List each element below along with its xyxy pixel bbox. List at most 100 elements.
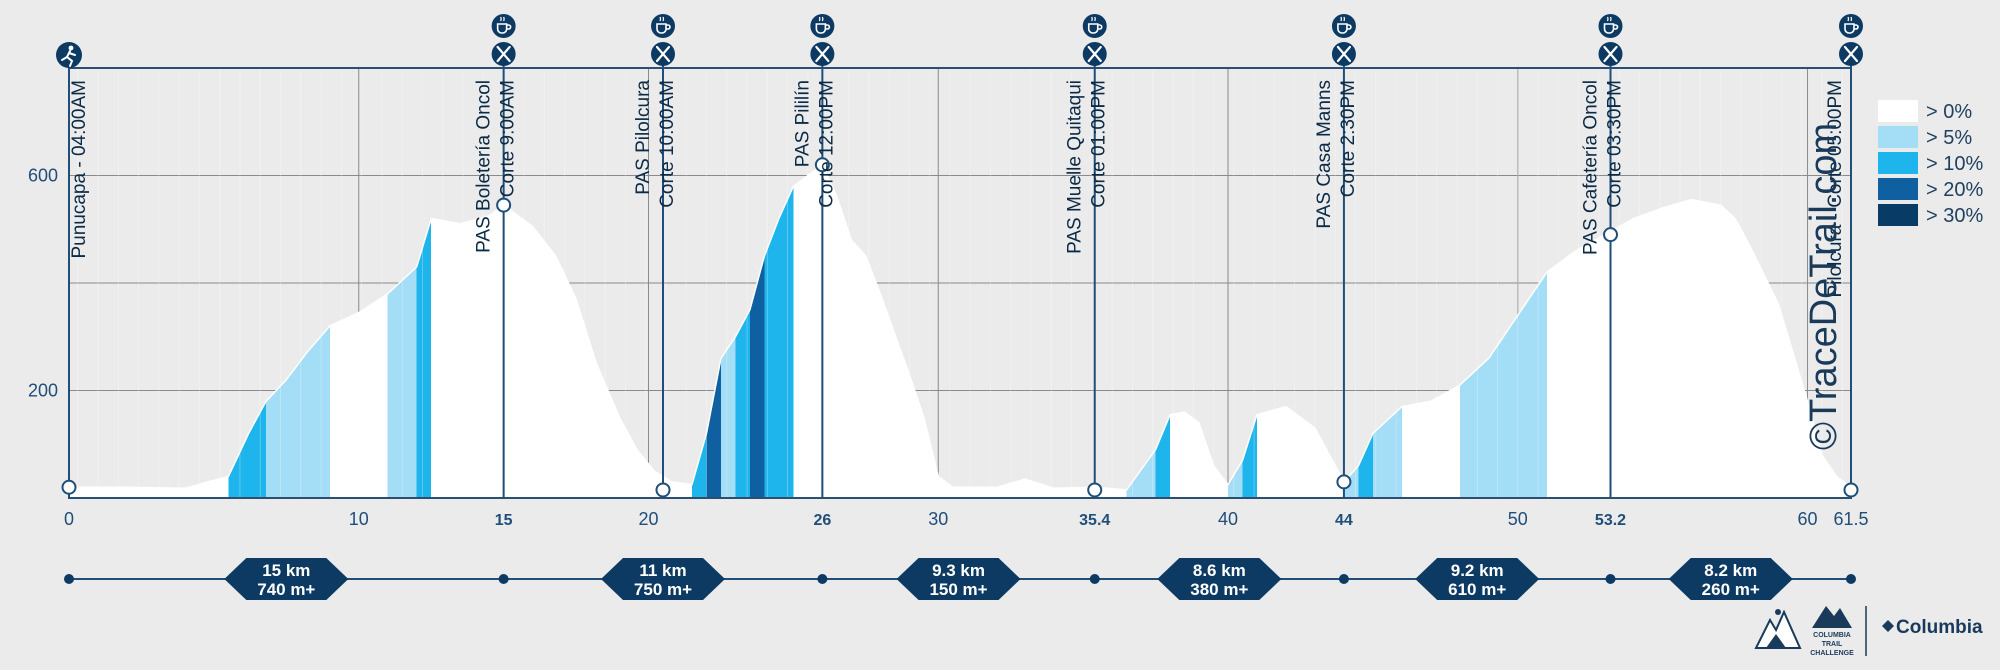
coffee-icon <box>1082 14 1107 38</box>
food-icon <box>1331 42 1356 66</box>
segment-node <box>817 574 828 584</box>
x-tick-label: 26 <box>813 512 831 529</box>
legend-label: > 20% <box>1926 179 1983 201</box>
checkpoint-cutoff-label: Corte 9:00AM <box>498 80 519 197</box>
checkpoint-cutoff-label: Corte 03:30PM <box>1605 80 1626 208</box>
x-tick-label: 15 <box>495 512 513 529</box>
segment-distance: 9.2 km <box>1451 561 1504 580</box>
sponsor-logos: COLUMBIA TRAIL CHALLENGE Columbia <box>1754 606 1983 657</box>
segment-badge-shape <box>896 558 1021 600</box>
x-tick-label: 61.5 <box>1833 509 1868 529</box>
utensils-shape <box>655 45 671 63</box>
coffee-icon <box>651 14 675 38</box>
checkpoint-marker <box>1843 482 1859 498</box>
utensils-shape <box>1087 45 1102 63</box>
checkpoint-marker <box>1336 474 1352 490</box>
checkpoint-label: PAS Muelle Quitaqui <box>1065 80 1086 254</box>
steam-shape <box>1091 16 1096 22</box>
checkpoint-label: PAS Boletería Oncol <box>474 80 495 253</box>
cup-shape <box>1844 23 1859 34</box>
checkpoint-label: PAS Pililín <box>792 80 813 167</box>
segment-node <box>1846 574 1856 584</box>
icon-bg <box>810 14 835 38</box>
icon-bg <box>1839 14 1863 38</box>
legend-label: > 30% <box>1926 205 1983 227</box>
food-icon <box>1598 42 1623 66</box>
checkpoint-cutoff-label: Corte 2:30PM <box>1338 80 1359 197</box>
segment-badge-shape <box>224 558 349 600</box>
food-icon <box>1839 42 1863 66</box>
checkpoint-labels: Punucapa - 04:00AM PAS Boletería Oncol Cor… <box>69 80 1846 298</box>
y-axis-ticks: 200 600 <box>28 166 58 401</box>
segment-badge-shape <box>1668 558 1793 600</box>
segment-gain: 750 m+ <box>634 580 692 599</box>
peaks-logo-icon <box>1812 606 1852 628</box>
checkpoint-marker <box>655 482 671 498</box>
y-tick-label: 200 <box>28 381 58 401</box>
segment-distance: 9.3 km <box>932 561 985 580</box>
segment-badge-shape <box>1415 558 1540 600</box>
checkpoint-cutoff-label: Corte 01:00PM <box>1089 80 1110 208</box>
steam-shape <box>1606 16 1612 22</box>
icon-head <box>68 45 74 51</box>
icon-figure <box>61 50 76 67</box>
steam-shape <box>1340 16 1346 22</box>
segment-distance: 8.2 km <box>1704 561 1757 580</box>
x-tick-label: 0 <box>64 509 74 529</box>
segment-gain: 380 m+ <box>1190 580 1248 599</box>
utensils-shape <box>1843 45 1859 63</box>
icon-bg <box>491 14 516 38</box>
x-tick-label: 60 <box>1798 509 1818 529</box>
legend-swatch <box>1878 152 1918 174</box>
runner-icon <box>56 42 82 68</box>
x-tick-label: 35.4 <box>1079 512 1110 529</box>
food-icon <box>651 42 675 66</box>
x-tick-label: 53.2 <box>1595 512 1626 529</box>
segment-distance: 15 km <box>262 561 310 580</box>
checkpoint-marker <box>814 157 830 173</box>
cup-shape <box>1603 23 1619 34</box>
legend-swatch <box>1878 126 1918 148</box>
food-icon <box>491 42 516 66</box>
icon-bg <box>1331 14 1356 38</box>
segment-badge-shape <box>1157 558 1282 600</box>
legend-swatch <box>1878 204 1918 226</box>
segment-gain: 610 m+ <box>1448 580 1506 599</box>
segment-gain: 740 m+ <box>257 580 315 599</box>
segment-gain: 150 m+ <box>929 580 987 599</box>
icon-bg <box>1598 14 1623 38</box>
utensils-shape <box>1336 45 1352 63</box>
food-icon <box>810 42 835 66</box>
legend-swatch <box>1878 178 1918 200</box>
checkpoint-marker <box>1087 482 1103 498</box>
steam-shape <box>1847 16 1853 22</box>
legend-label: > 0% <box>1926 101 1972 123</box>
x-tick-label: 10 <box>349 509 369 529</box>
checkpoint-label: PAS Cafetería Oncol <box>1581 80 1602 255</box>
checkpoint-marker <box>61 479 77 495</box>
elevation-area-fill <box>69 164 1851 498</box>
cup-shape <box>1337 23 1352 34</box>
cup-shape <box>1087 23 1103 34</box>
checkpoint-marker <box>1603 227 1619 243</box>
x-tick-label: 40 <box>1218 509 1238 529</box>
checkpoint-cutoff-label: Corte 12:00PM <box>816 80 837 208</box>
slope-legend: > 0% > 5% > 10% > 20% > 30% <box>1878 100 1983 227</box>
segment-node <box>1338 574 1349 584</box>
utensils-shape <box>1603 45 1618 63</box>
segment-distance: 8.6 km <box>1193 561 1246 580</box>
checkpoint-lines <box>61 46 1859 498</box>
y-tick-label: 600 <box>28 166 58 186</box>
coffee-icon <box>491 14 516 38</box>
elevation-area <box>69 68 1851 498</box>
x-tick-label: 50 <box>1508 509 1528 529</box>
brand-name: Columbia <box>1896 617 1983 638</box>
challenge-logo: COLUMBIA TRAIL CHALLENGE <box>1810 606 1854 657</box>
cup-shape <box>815 23 831 34</box>
utensils-shape <box>496 45 511 63</box>
food-icon <box>1082 42 1107 66</box>
